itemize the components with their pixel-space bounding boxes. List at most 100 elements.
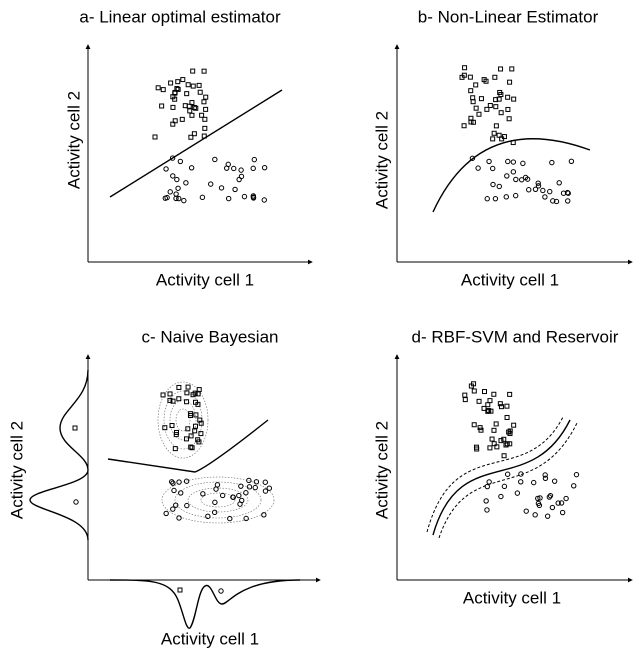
circle-point <box>550 198 556 204</box>
square-point <box>506 116 512 122</box>
circle-point <box>571 483 577 489</box>
circle-point <box>175 185 181 191</box>
circle-point <box>236 492 242 499</box>
square-point <box>461 123 467 129</box>
square-point <box>184 390 190 396</box>
square-point <box>189 445 195 451</box>
square-point <box>173 432 179 438</box>
square-point <box>468 88 474 94</box>
panel-title: a- Linear optimal estimator <box>79 7 281 26</box>
square-point <box>507 391 513 397</box>
circle-point <box>492 195 499 202</box>
circle-point <box>501 483 508 490</box>
circle-point <box>558 500 565 506</box>
square-point <box>184 399 190 405</box>
square-point <box>509 66 515 72</box>
square-point <box>498 438 504 444</box>
square-point <box>175 86 181 92</box>
circle-point <box>174 176 180 183</box>
circle-point <box>512 192 519 199</box>
decision-line <box>109 89 283 198</box>
square-point <box>498 404 504 410</box>
circle-point <box>486 158 492 165</box>
square-point <box>160 392 166 398</box>
circle-point <box>546 494 553 500</box>
circle-point <box>504 471 511 477</box>
circle-point <box>214 482 221 488</box>
circle-point <box>547 188 553 195</box>
circle-point <box>540 187 546 194</box>
circle-point <box>250 165 256 172</box>
panel-b: b- Non-Linear Estimator Activity cell 1 … <box>372 7 633 289</box>
circle-point <box>262 488 269 494</box>
panel-c: c- Naive Bayesian Activity cell 1 Activi… <box>7 327 321 648</box>
circle-point <box>266 485 273 491</box>
square-point <box>203 106 209 112</box>
circle-point <box>542 472 548 478</box>
contour <box>169 399 197 441</box>
circle-point <box>200 491 206 497</box>
circle-point <box>535 495 541 502</box>
square-point <box>198 431 204 437</box>
square-point <box>467 74 473 80</box>
contour <box>157 381 209 459</box>
square-point <box>195 437 201 443</box>
circle-point <box>520 160 526 167</box>
square-point <box>192 390 198 396</box>
circle-point <box>170 506 176 512</box>
circle-point <box>469 155 476 161</box>
square-point <box>186 103 192 109</box>
square-point <box>167 397 173 403</box>
square-point <box>159 103 165 109</box>
square-point <box>172 446 178 452</box>
circle-point <box>237 501 243 507</box>
square-point <box>493 97 499 103</box>
circle-point <box>251 156 258 163</box>
square-point <box>510 140 516 146</box>
decision-curve <box>432 138 591 213</box>
square-point <box>185 426 191 432</box>
square-point <box>170 94 176 100</box>
square-point <box>486 408 492 414</box>
circle-point <box>475 165 481 171</box>
y-label: Activity cell 2 <box>372 421 391 519</box>
square-point <box>189 100 195 106</box>
square-point <box>493 123 499 129</box>
circle-point <box>490 165 496 172</box>
circle-point <box>484 196 490 202</box>
circle-point <box>183 478 190 484</box>
circle-point <box>225 195 232 202</box>
circle-point <box>169 155 176 161</box>
square-point <box>191 104 197 110</box>
circle-point <box>505 158 511 165</box>
square-point <box>180 77 186 83</box>
circle-point <box>559 509 566 516</box>
square-point <box>185 82 191 88</box>
circle-point <box>484 507 490 513</box>
circle-point <box>238 167 244 173</box>
square-point <box>490 136 496 142</box>
circle-point <box>535 180 541 186</box>
marginal-y <box>29 369 89 541</box>
circle-point <box>518 479 524 485</box>
circle-point <box>522 174 529 181</box>
circle-point <box>563 495 569 502</box>
square-point <box>491 130 497 136</box>
square-point <box>170 398 176 404</box>
square-point <box>498 66 504 72</box>
square-point <box>501 134 507 140</box>
circle-point <box>218 185 225 191</box>
circle-point <box>496 183 502 190</box>
circle-point <box>173 502 179 508</box>
circle-point <box>231 165 237 172</box>
y-label: Activity cell 2 <box>64 91 83 189</box>
panel-title: c- Naive Bayesian <box>141 327 278 346</box>
square-point <box>190 68 196 74</box>
circle-point <box>164 194 170 201</box>
square-point <box>193 105 199 111</box>
square-point <box>491 391 497 397</box>
square-point <box>481 405 487 411</box>
y-label: Activity cell 2 <box>7 421 26 519</box>
square-point <box>487 103 493 109</box>
square-point <box>507 428 513 434</box>
